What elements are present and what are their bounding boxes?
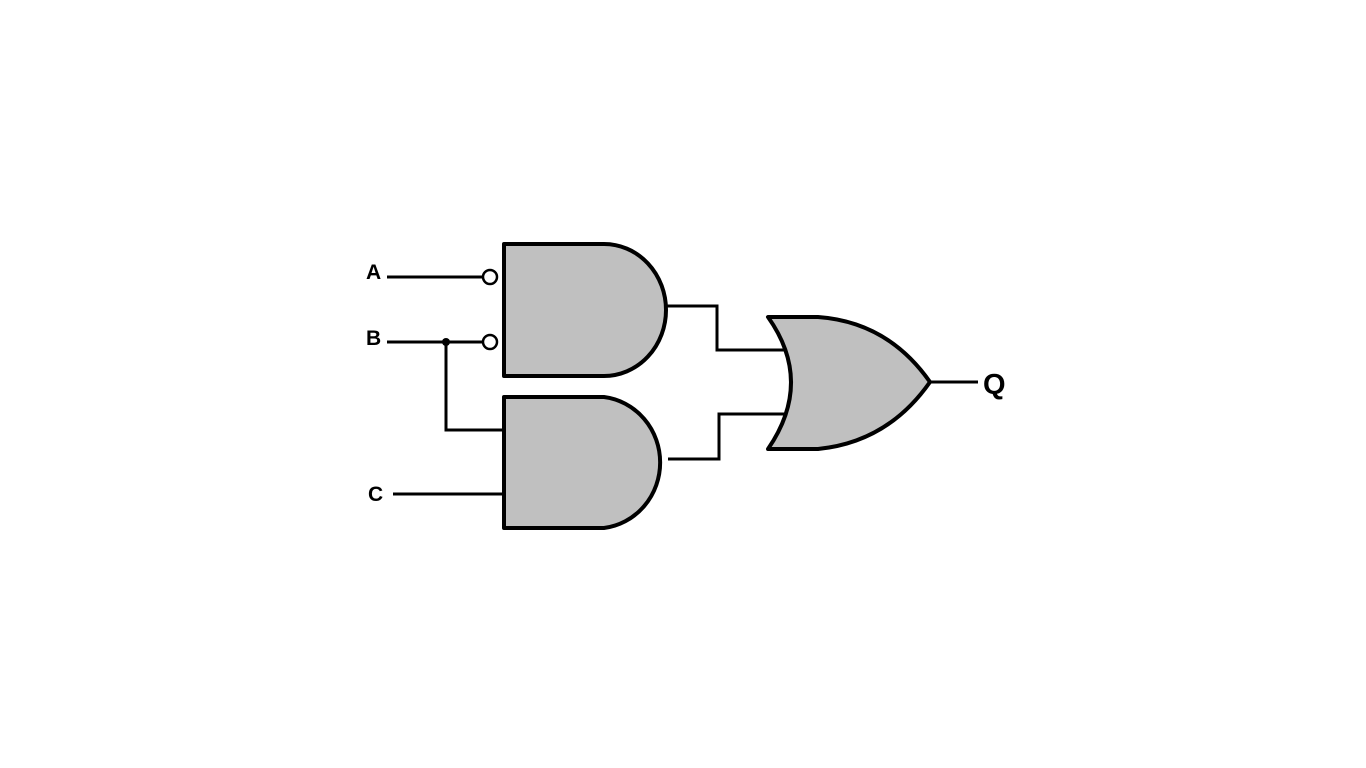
and-gate-top xyxy=(502,242,668,378)
output-label-q: Q xyxy=(983,369,1006,401)
input-label-c: C xyxy=(368,483,383,506)
inverter-bubble-b xyxy=(481,333,499,351)
input-label-a: A xyxy=(366,261,381,284)
wire-b-branch xyxy=(444,342,504,432)
inverter-bubble-a xyxy=(481,268,499,286)
junction-dot xyxy=(442,338,450,346)
and-gate-bottom xyxy=(502,395,663,530)
wire-and-bottom-to-or xyxy=(668,412,786,461)
input-label-b: B xyxy=(366,327,381,350)
or-gate xyxy=(766,315,932,451)
wire-and-top-to-or xyxy=(666,304,786,352)
